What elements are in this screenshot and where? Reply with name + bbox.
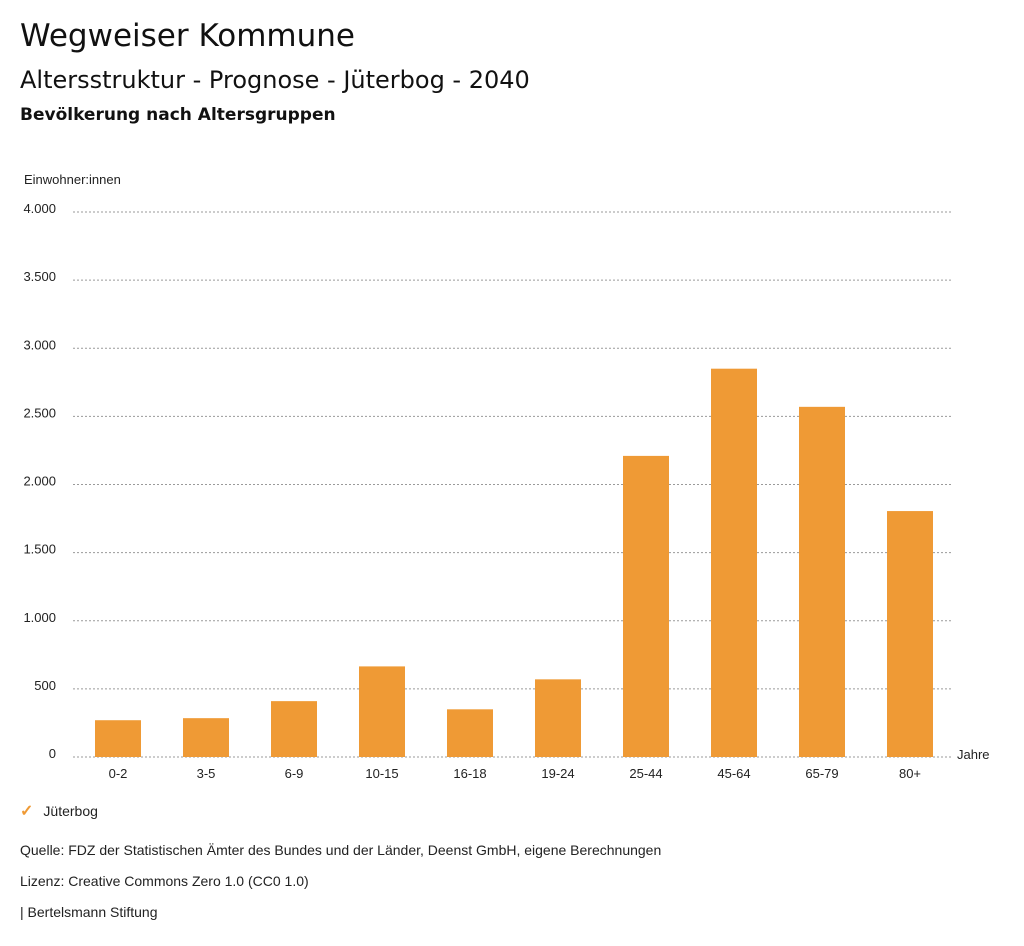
x-tick-label: 10-15 bbox=[365, 766, 398, 781]
y-tick-label: 1.500 bbox=[23, 542, 56, 557]
x-tick-label: 16-18 bbox=[453, 766, 486, 781]
legend-label: Jüterbog bbox=[43, 803, 98, 819]
publisher-note: | Bertelsmann Stiftung bbox=[20, 904, 158, 920]
legend[interactable]: ✓ Jüterbog bbox=[20, 801, 98, 821]
bar-3-5[interactable] bbox=[183, 718, 229, 757]
x-tick-label: 80+ bbox=[899, 766, 921, 781]
bar-80+[interactable] bbox=[887, 511, 933, 757]
y-tick-label: 3.500 bbox=[23, 269, 56, 284]
x-axis-ticks: 0-2 3-5 6-9 10-15 16-18 19-24 25-44 45-64 65-79 8… bbox=[109, 766, 921, 781]
y-tick-label: 3.000 bbox=[23, 337, 56, 352]
bar-10-15[interactable] bbox=[359, 666, 405, 757]
page-title: Wegweiser Kommune bbox=[20, 18, 355, 54]
x-tick-label: 65-79 bbox=[805, 766, 838, 781]
bar-25-44[interactable] bbox=[623, 455, 669, 757]
y-axis-label: Einwohner:innen bbox=[24, 172, 121, 187]
y-tick-label: 2.000 bbox=[23, 474, 56, 489]
bars bbox=[95, 368, 933, 757]
y-tick-label: 1.000 bbox=[23, 610, 56, 625]
x-tick-label: 6-9 bbox=[285, 766, 304, 781]
y-tick-label: 500 bbox=[34, 678, 56, 693]
x-tick-label: 0-2 bbox=[109, 766, 128, 781]
bar-0-2[interactable] bbox=[95, 720, 141, 757]
y-axis-ticks: 0 500 1.000 1.500 2.000 2.500 3.000 3.500 4.000 bbox=[23, 201, 56, 761]
x-tick-label: 19-24 bbox=[541, 766, 574, 781]
x-axis-label: Jahre bbox=[957, 747, 990, 762]
chart-subtitle: Altersstruktur - Prognose - Jüterbog - 2… bbox=[20, 66, 530, 94]
checkmark-icon: ✓ bbox=[20, 803, 34, 820]
source-note: Quelle: FDZ der Statistischen Ämter des … bbox=[20, 842, 662, 858]
bar-19-24[interactable] bbox=[535, 679, 581, 757]
y-tick-label: 0 bbox=[49, 746, 56, 761]
y-tick-label: 4.000 bbox=[23, 201, 56, 216]
x-tick-label: 3-5 bbox=[197, 766, 216, 781]
bar-65-79[interactable] bbox=[799, 406, 845, 757]
x-tick-label: 45-64 bbox=[717, 766, 750, 781]
y-tick-label: 2.500 bbox=[23, 405, 56, 420]
bar-16-18[interactable] bbox=[447, 709, 493, 757]
bar-6-9[interactable] bbox=[271, 701, 317, 757]
x-tick-label: 25-44 bbox=[629, 766, 662, 781]
chart-title: Bevölkerung nach Altersgruppen bbox=[20, 105, 336, 125]
license-note: Lizenz: Creative Commons Zero 1.0 (CC0 1… bbox=[20, 873, 309, 889]
bar-45-64[interactable] bbox=[711, 368, 757, 757]
